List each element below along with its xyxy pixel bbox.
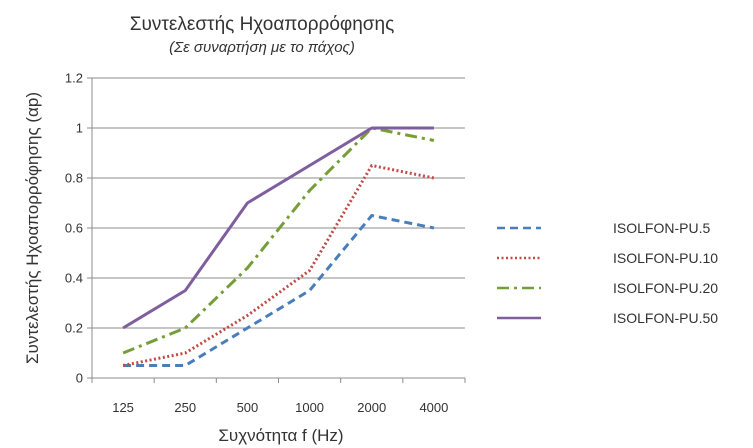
legend: ISOLFON-PU.5 ISOLFON-PU.10 ISOLFON-PU.20 IS… [497, 220, 718, 326]
x-tick-label: 1000 [295, 400, 324, 415]
series-line [122, 164, 435, 367]
series-line [123, 214, 435, 367]
series-line [122, 126, 435, 355]
y-tick-label: 0.8 [65, 171, 83, 186]
legend-label: ISOLFON-PU.10 [613, 250, 718, 266]
axes [87, 77, 466, 383]
legend-label: ISOLFON-PU.50 [613, 310, 718, 326]
grid-lines [92, 77, 465, 329]
x-tick-label: 250 [174, 400, 196, 415]
y-tick-labels: 0 0.2 0.4 0.6 0.8 1 1.2 [65, 71, 83, 386]
y-tick-label: 1.2 [65, 71, 83, 86]
chart-title: Συντελεστής Ηχοαπορρόφησης [130, 14, 394, 35]
y-axis-title: Συντελεστής Ηχοαπορρόφησης (αp) [23, 92, 42, 364]
x-tick-labels: 125 250 500 1000 2000 4000 [112, 400, 448, 415]
y-tick-label: 1 [76, 121, 83, 136]
chart-subtitle: (Σε συναρτήση με το πάχος) [169, 39, 355, 56]
y-tick-label: 0 [76, 371, 83, 386]
y-tick-label: 0.6 [65, 221, 83, 236]
y-tick-label: 0.2 [65, 321, 83, 336]
x-tick-label: 125 [112, 400, 134, 415]
y-tick-label: 0.4 [65, 271, 83, 286]
series-line [122, 126, 434, 330]
series-lines [122, 126, 435, 367]
x-tick-label: 500 [237, 400, 259, 415]
legend-label: ISOLFON-PU.5 [613, 220, 710, 236]
x-axis-title: Συχνότητα f (Hz) [218, 426, 343, 445]
x-tick-label: 4000 [419, 400, 448, 415]
legend-label: ISOLFON-PU.20 [613, 280, 718, 296]
x-tick-label: 2000 [357, 400, 386, 415]
